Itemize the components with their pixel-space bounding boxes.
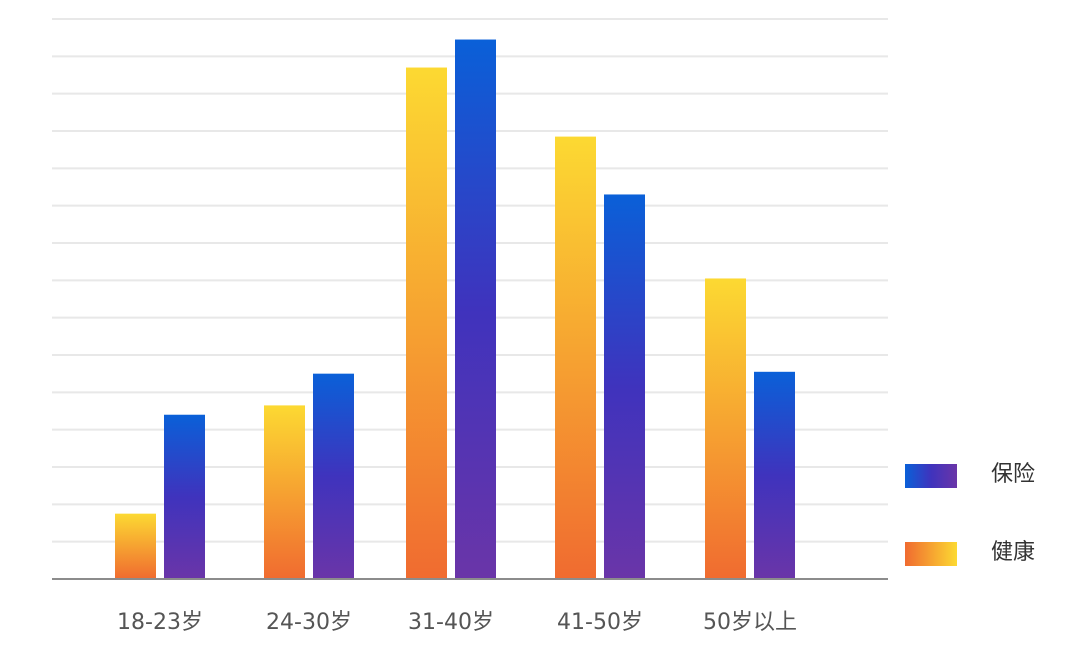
- bar-insurance-4: [604, 194, 645, 579]
- bar-insurance-2: [313, 373, 354, 579]
- bar-insurance-5: [754, 371, 795, 579]
- x-tick-label: 50岁以上: [703, 610, 797, 635]
- bar-health-3: [406, 67, 447, 580]
- legend-item-insurance: 保险: [905, 460, 1065, 490]
- x-tick-label: 31-40岁: [408, 610, 494, 635]
- x-tick-label: 24-30岁: [266, 610, 352, 635]
- legend-swatch-health: [905, 542, 957, 566]
- bar-insurance-3: [455, 39, 496, 580]
- bar-health-1: [115, 513, 156, 579]
- x-tick-label: 41-50岁: [557, 610, 643, 635]
- bar-insurance-1: [164, 414, 205, 579]
- legend-swatch-insurance: [905, 464, 957, 488]
- x-tick-label: 18-23岁: [117, 610, 203, 635]
- legend-label-insurance: 保险: [991, 462, 1036, 487]
- legend-item-health: 健康: [905, 538, 1065, 568]
- bar-health-2: [264, 405, 305, 579]
- bar-health-4: [555, 136, 596, 579]
- bar-health-5: [705, 278, 746, 579]
- legend-label-health: 健康: [991, 540, 1036, 565]
